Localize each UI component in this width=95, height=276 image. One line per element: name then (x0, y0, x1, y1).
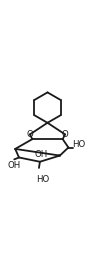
Text: O: O (62, 130, 68, 139)
Text: O: O (27, 130, 33, 139)
Text: OH: OH (34, 150, 47, 159)
Text: HO: HO (72, 140, 85, 149)
Text: OH: OH (8, 161, 21, 169)
Text: HO: HO (36, 175, 49, 184)
